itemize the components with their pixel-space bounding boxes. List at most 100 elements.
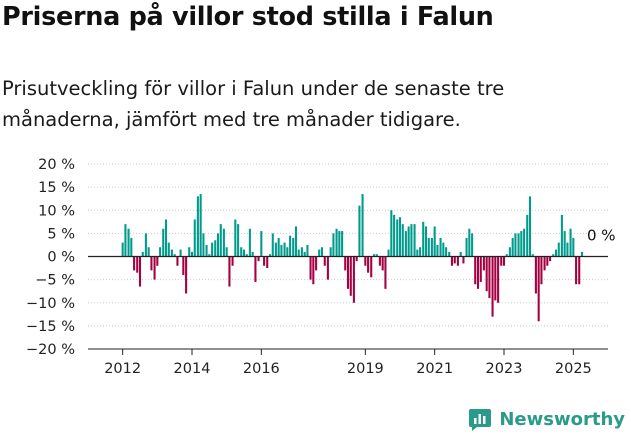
bar [164, 219, 168, 257]
bar [289, 235, 292, 257]
bar [500, 256, 503, 266]
bar [384, 256, 387, 289]
y-tick-label: 0 % [47, 250, 75, 266]
bar [156, 256, 159, 266]
bar [439, 238, 442, 257]
bar [208, 254, 211, 257]
bar [346, 256, 350, 289]
bar [575, 256, 578, 285]
bar [344, 256, 347, 271]
bar [266, 256, 269, 269]
bar [121, 242, 124, 257]
bar [219, 224, 222, 257]
y-tick-label: −10 % [26, 296, 75, 312]
bar [474, 256, 477, 285]
bar [520, 231, 523, 257]
bar [320, 247, 324, 257]
bar [456, 256, 459, 266]
bar [225, 247, 228, 257]
bar [410, 224, 413, 257]
bar [552, 254, 555, 257]
bar [260, 231, 263, 257]
bar [268, 254, 272, 257]
bar [442, 242, 445, 257]
bar [190, 251, 194, 257]
x-tick-label: 2021 [416, 361, 453, 377]
x-axis-tick-labels: 2012 2014 2016 2019 2021 2023 2025 [104, 361, 592, 377]
bar [361, 194, 364, 257]
bar [540, 256, 543, 285]
bar [482, 256, 485, 271]
bar [248, 228, 251, 257]
brand-logo: Newsworthy [468, 407, 625, 431]
y-tick-label: −20 % [26, 342, 75, 358]
bar [511, 238, 514, 257]
bar [312, 256, 315, 285]
y-tick-label: −5 % [35, 273, 75, 289]
bar [508, 247, 511, 257]
bar [306, 244, 309, 257]
bar [497, 256, 500, 303]
bar [424, 226, 428, 257]
bar [318, 249, 321, 257]
bar [254, 256, 257, 282]
bar [572, 238, 575, 257]
bar [569, 228, 572, 257]
bar [459, 251, 462, 257]
bar [471, 233, 474, 257]
bar [159, 247, 162, 257]
y-tick-label: 20 % [38, 157, 75, 173]
bar [138, 256, 142, 287]
bar [370, 256, 373, 278]
bar [543, 256, 546, 271]
bar [422, 221, 425, 257]
bar [147, 247, 150, 257]
y-axis-tick-labels: −20 % −15 % −10 % −5 % 0 % 5 % 10 % 15 % 20 % [26, 157, 75, 358]
bar [352, 256, 355, 303]
bar [240, 247, 243, 257]
bar [485, 256, 488, 292]
bar [416, 249, 419, 257]
bar [231, 256, 234, 266]
bar [401, 224, 404, 257]
bar [476, 256, 480, 289]
bar [436, 244, 439, 257]
bar [468, 228, 471, 257]
chart-title: Priserna på villor stod stilla i Falun [2, 2, 494, 32]
bar [528, 196, 532, 257]
bar [372, 254, 376, 257]
bar [167, 242, 170, 257]
bar [315, 256, 318, 271]
bar [479, 256, 482, 282]
bar [332, 233, 335, 257]
bar [323, 256, 326, 266]
bar [141, 251, 144, 257]
bar [176, 256, 179, 266]
bar [292, 238, 295, 257]
bar [358, 205, 361, 257]
newsworthy-icon [469, 409, 492, 431]
bar [329, 247, 332, 257]
bar [136, 256, 139, 273]
y-tick-label: 5 % [47, 226, 75, 242]
bars [121, 194, 584, 322]
bar [202, 233, 205, 257]
bar [502, 256, 506, 266]
bar [326, 256, 329, 280]
bar [367, 256, 370, 273]
bar [433, 226, 436, 257]
bar [445, 247, 448, 257]
x-tick-label: 2025 [555, 361, 592, 377]
x-tick-label: 2019 [347, 361, 384, 377]
brand-name: Newsworthy [499, 408, 625, 430]
bar [196, 196, 199, 257]
bar [517, 233, 520, 257]
bar [214, 240, 217, 257]
bar [560, 214, 563, 257]
bar [546, 256, 549, 266]
bar [580, 251, 584, 257]
bar [549, 256, 552, 262]
chart-subtitle: Prisutveckling för villor i Falun under … [2, 77, 505, 131]
bar [245, 254, 248, 257]
bar [303, 251, 306, 257]
